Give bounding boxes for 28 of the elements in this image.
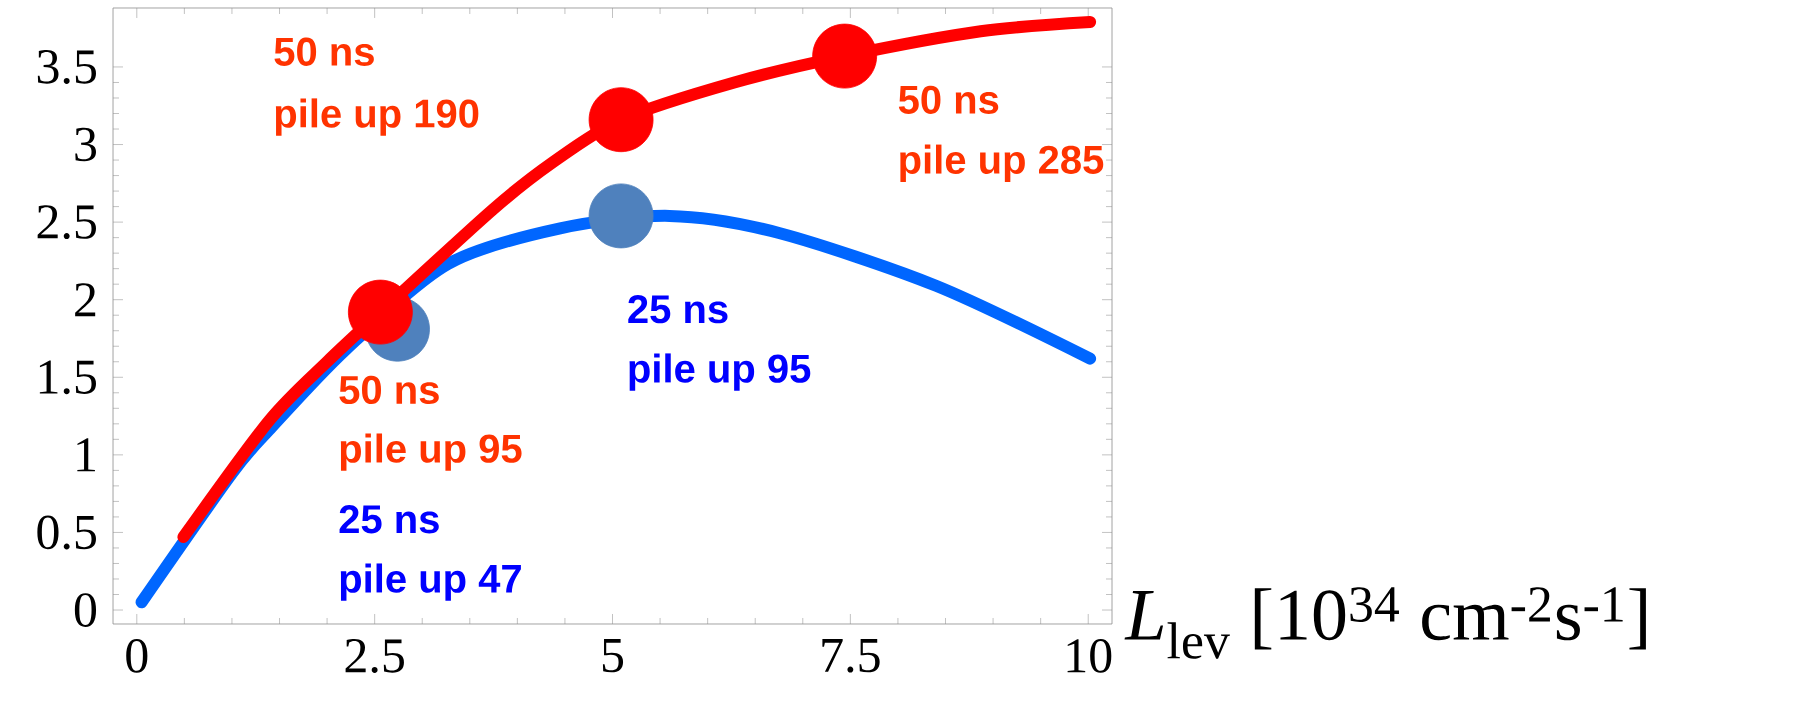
point <box>812 23 878 89</box>
y-tick-label: 3 <box>75 127 97 162</box>
annotation: pile up 285 <box>900 144 1104 182</box>
annotation: 50 ns <box>274 37 374 66</box>
annotation: 50 ns <box>898 85 999 114</box>
annotation: pile up 47 <box>340 563 521 601</box>
annotation: 50 ns <box>339 375 439 405</box>
annotation: 25 ns <box>628 295 728 324</box>
point <box>588 87 654 153</box>
y-tick-label: 0.5 <box>37 515 96 550</box>
x-tick-label: 5 <box>602 639 624 673</box>
x-tick-label: 10 <box>1067 639 1112 673</box>
annotation: pile up 190 <box>275 98 479 136</box>
point <box>347 279 413 345</box>
y-tick-label: 0 <box>74 593 97 627</box>
x-tick-label: 0 <box>126 639 148 673</box>
x-tick-label: 7.5 <box>822 639 880 673</box>
y-tick-label: 1.5 <box>39 360 96 395</box>
annotation: pile up 95 <box>629 353 811 391</box>
point <box>588 183 654 249</box>
annotation: pile up 95 <box>340 433 522 471</box>
y-tick-label: 2.5 <box>37 205 96 240</box>
text: L$_{lev}$ [10$^{34}$ cm$^{-2}$s$^{-1}$] <box>1124 587 1646 659</box>
y-tick-label: 2 <box>75 283 96 317</box>
x-tick-label: 2.5 <box>345 639 404 673</box>
y-tick-label: 3.5 <box>37 50 96 84</box>
y-tick-label: 1 <box>77 438 95 472</box>
annotation: 25 ns <box>339 505 439 534</box>
